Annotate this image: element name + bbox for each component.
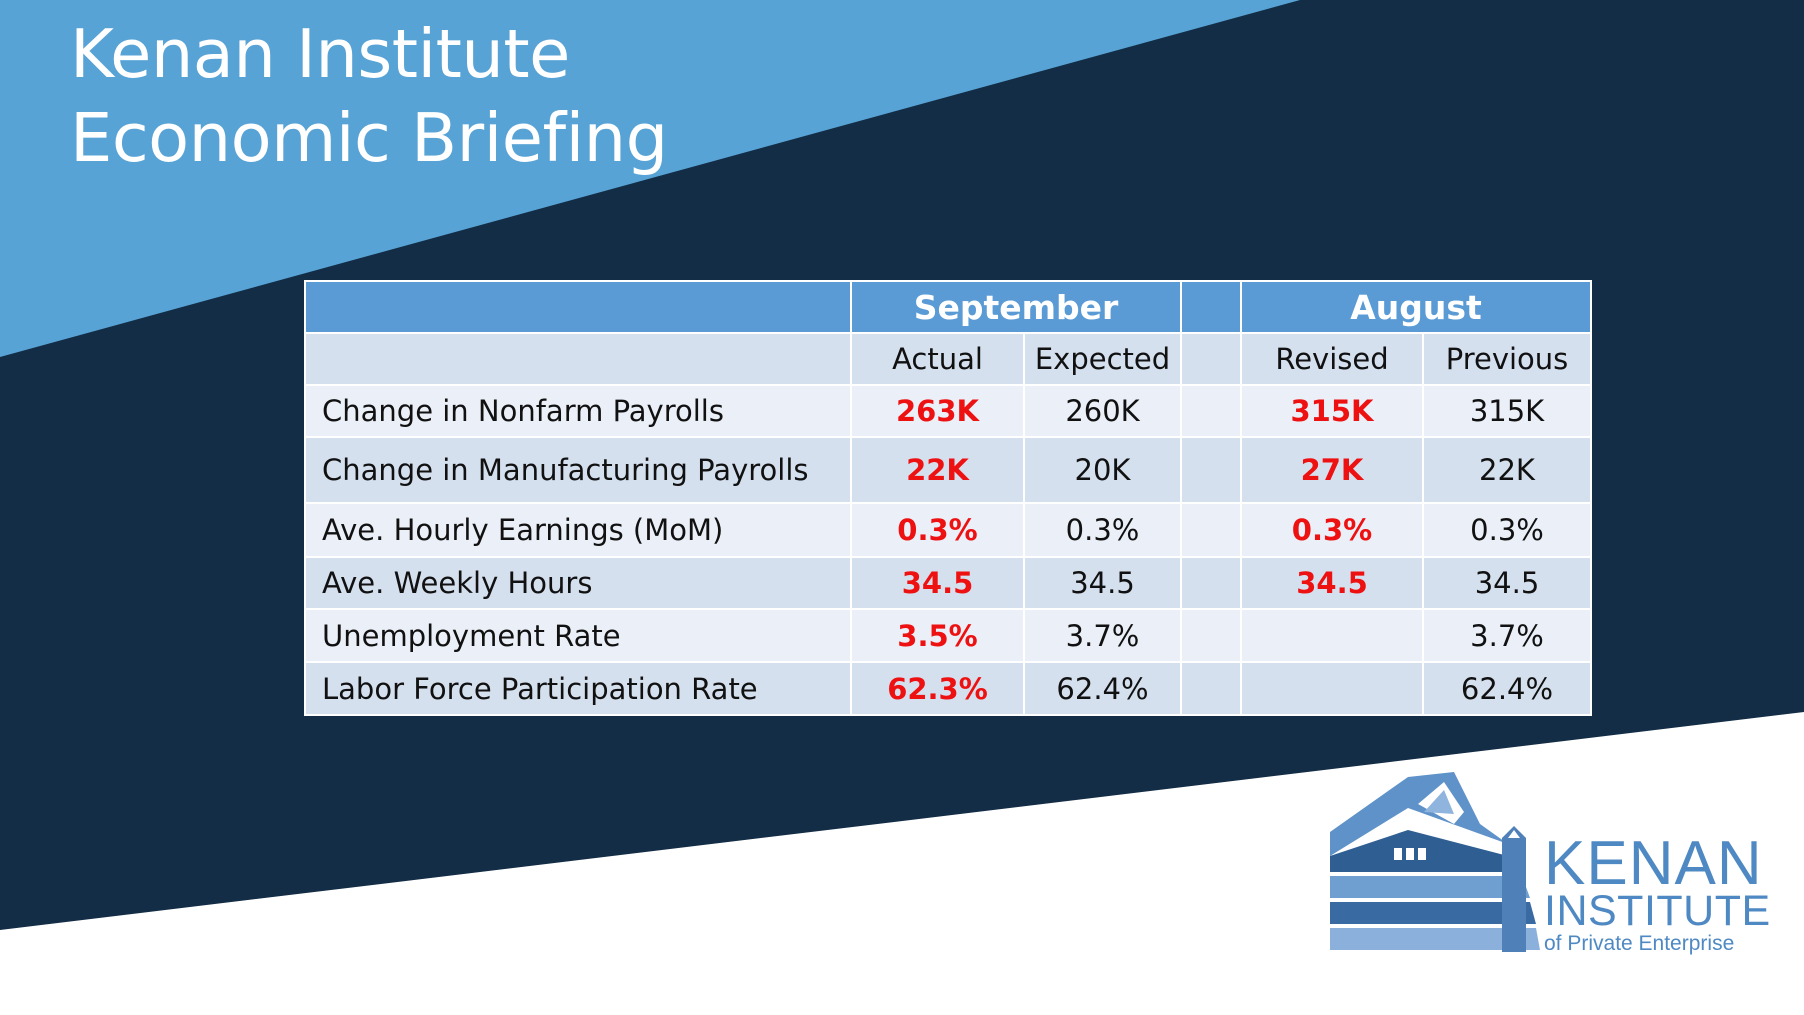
sub-header-row: Actual Expected Revised Previous bbox=[304, 332, 1592, 386]
cell-spacer bbox=[1180, 556, 1242, 610]
cell-spacer bbox=[1180, 502, 1242, 558]
cell-expected: 20K bbox=[1023, 436, 1182, 504]
cell-actual: 22K bbox=[850, 436, 1025, 504]
table-row: Unemployment Rate 3.5% 3.7% 3.7% bbox=[304, 608, 1592, 663]
group-header-august: August bbox=[1240, 280, 1592, 334]
light-blue-banner bbox=[0, 0, 1300, 357]
group-header-september: September bbox=[850, 280, 1182, 334]
row-label: Change in Manufacturing Payrolls bbox=[304, 436, 852, 504]
cell-revised: 0.3% bbox=[1240, 502, 1424, 558]
cell-actual: 263K bbox=[850, 384, 1025, 438]
col-header-actual: Actual bbox=[850, 332, 1025, 386]
cell-expected: 34.5 bbox=[1023, 556, 1182, 610]
cell-previous: 315K bbox=[1422, 384, 1592, 438]
cell-previous: 34.5 bbox=[1422, 556, 1592, 610]
table-row: Ave. Weekly Hours 34.5 34.5 34.5 34.5 bbox=[304, 556, 1592, 610]
row-label: Ave. Hourly Earnings (MoM) bbox=[304, 502, 852, 558]
title-line-1: Kenan Institute bbox=[70, 15, 570, 93]
logo-line-3: of Private Enterprise bbox=[1544, 932, 1735, 955]
row-label: Labor Force Participation Rate bbox=[304, 661, 852, 716]
slide-title: Kenan Institute Economic Briefing bbox=[70, 12, 668, 180]
cell-actual: 0.3% bbox=[850, 502, 1025, 558]
table-row: Change in Manufacturing Payrolls 22K 20K… bbox=[304, 436, 1592, 504]
logo-line-1: KENAN bbox=[1544, 829, 1763, 898]
title-line-2: Economic Briefing bbox=[70, 99, 668, 177]
cell-expected: 3.7% bbox=[1023, 608, 1182, 663]
logo-wordmark: KENAN INSTITUTE of Private Enterprise bbox=[1544, 829, 1771, 956]
cell-actual: 62.3% bbox=[850, 661, 1025, 716]
cell-actual: 3.5% bbox=[850, 608, 1025, 663]
building-icon bbox=[1330, 772, 1540, 952]
cell-spacer bbox=[1180, 608, 1242, 663]
col-header-expected: Expected bbox=[1023, 332, 1182, 386]
row-label: Unemployment Rate bbox=[304, 608, 852, 663]
col-header-previous: Previous bbox=[1422, 332, 1592, 386]
table-row: Labor Force Participation Rate 62.3% 62.… bbox=[304, 661, 1592, 716]
cell-spacer bbox=[1180, 384, 1242, 438]
cell-revised: 315K bbox=[1240, 384, 1424, 438]
sub-header-spacer bbox=[1180, 332, 1242, 386]
cell-revised: 27K bbox=[1240, 436, 1424, 504]
cell-previous: 22K bbox=[1422, 436, 1592, 504]
cell-expected: 62.4% bbox=[1023, 661, 1182, 716]
cell-revised bbox=[1240, 661, 1424, 716]
cell-spacer bbox=[1180, 661, 1242, 716]
table-row: Ave. Hourly Earnings (MoM) 0.3% 0.3% 0.3… bbox=[304, 502, 1592, 558]
group-header-row: September August bbox=[304, 280, 1592, 334]
header-spacer bbox=[1180, 280, 1242, 334]
logo-line-2: INSTITUTE bbox=[1544, 887, 1771, 935]
cell-previous: 62.4% bbox=[1422, 661, 1592, 716]
row-label: Change in Nonfarm Payrolls bbox=[304, 384, 852, 438]
cell-spacer bbox=[1180, 436, 1242, 504]
cell-previous: 0.3% bbox=[1422, 502, 1592, 558]
cell-previous: 3.7% bbox=[1422, 608, 1592, 663]
header-blank bbox=[304, 280, 852, 334]
col-header-revised: Revised bbox=[1240, 332, 1424, 386]
employment-table: September August Actual Expected Revised… bbox=[304, 280, 1592, 716]
cell-expected: 0.3% bbox=[1023, 502, 1182, 558]
cell-revised bbox=[1240, 608, 1424, 663]
table-row: Change in Nonfarm Payrolls 263K 260K 315… bbox=[304, 384, 1592, 438]
sub-header-blank bbox=[304, 332, 852, 386]
cell-revised: 34.5 bbox=[1240, 556, 1424, 610]
row-label: Ave. Weekly Hours bbox=[304, 556, 852, 610]
cell-actual: 34.5 bbox=[850, 556, 1025, 610]
cell-expected: 260K bbox=[1023, 384, 1182, 438]
